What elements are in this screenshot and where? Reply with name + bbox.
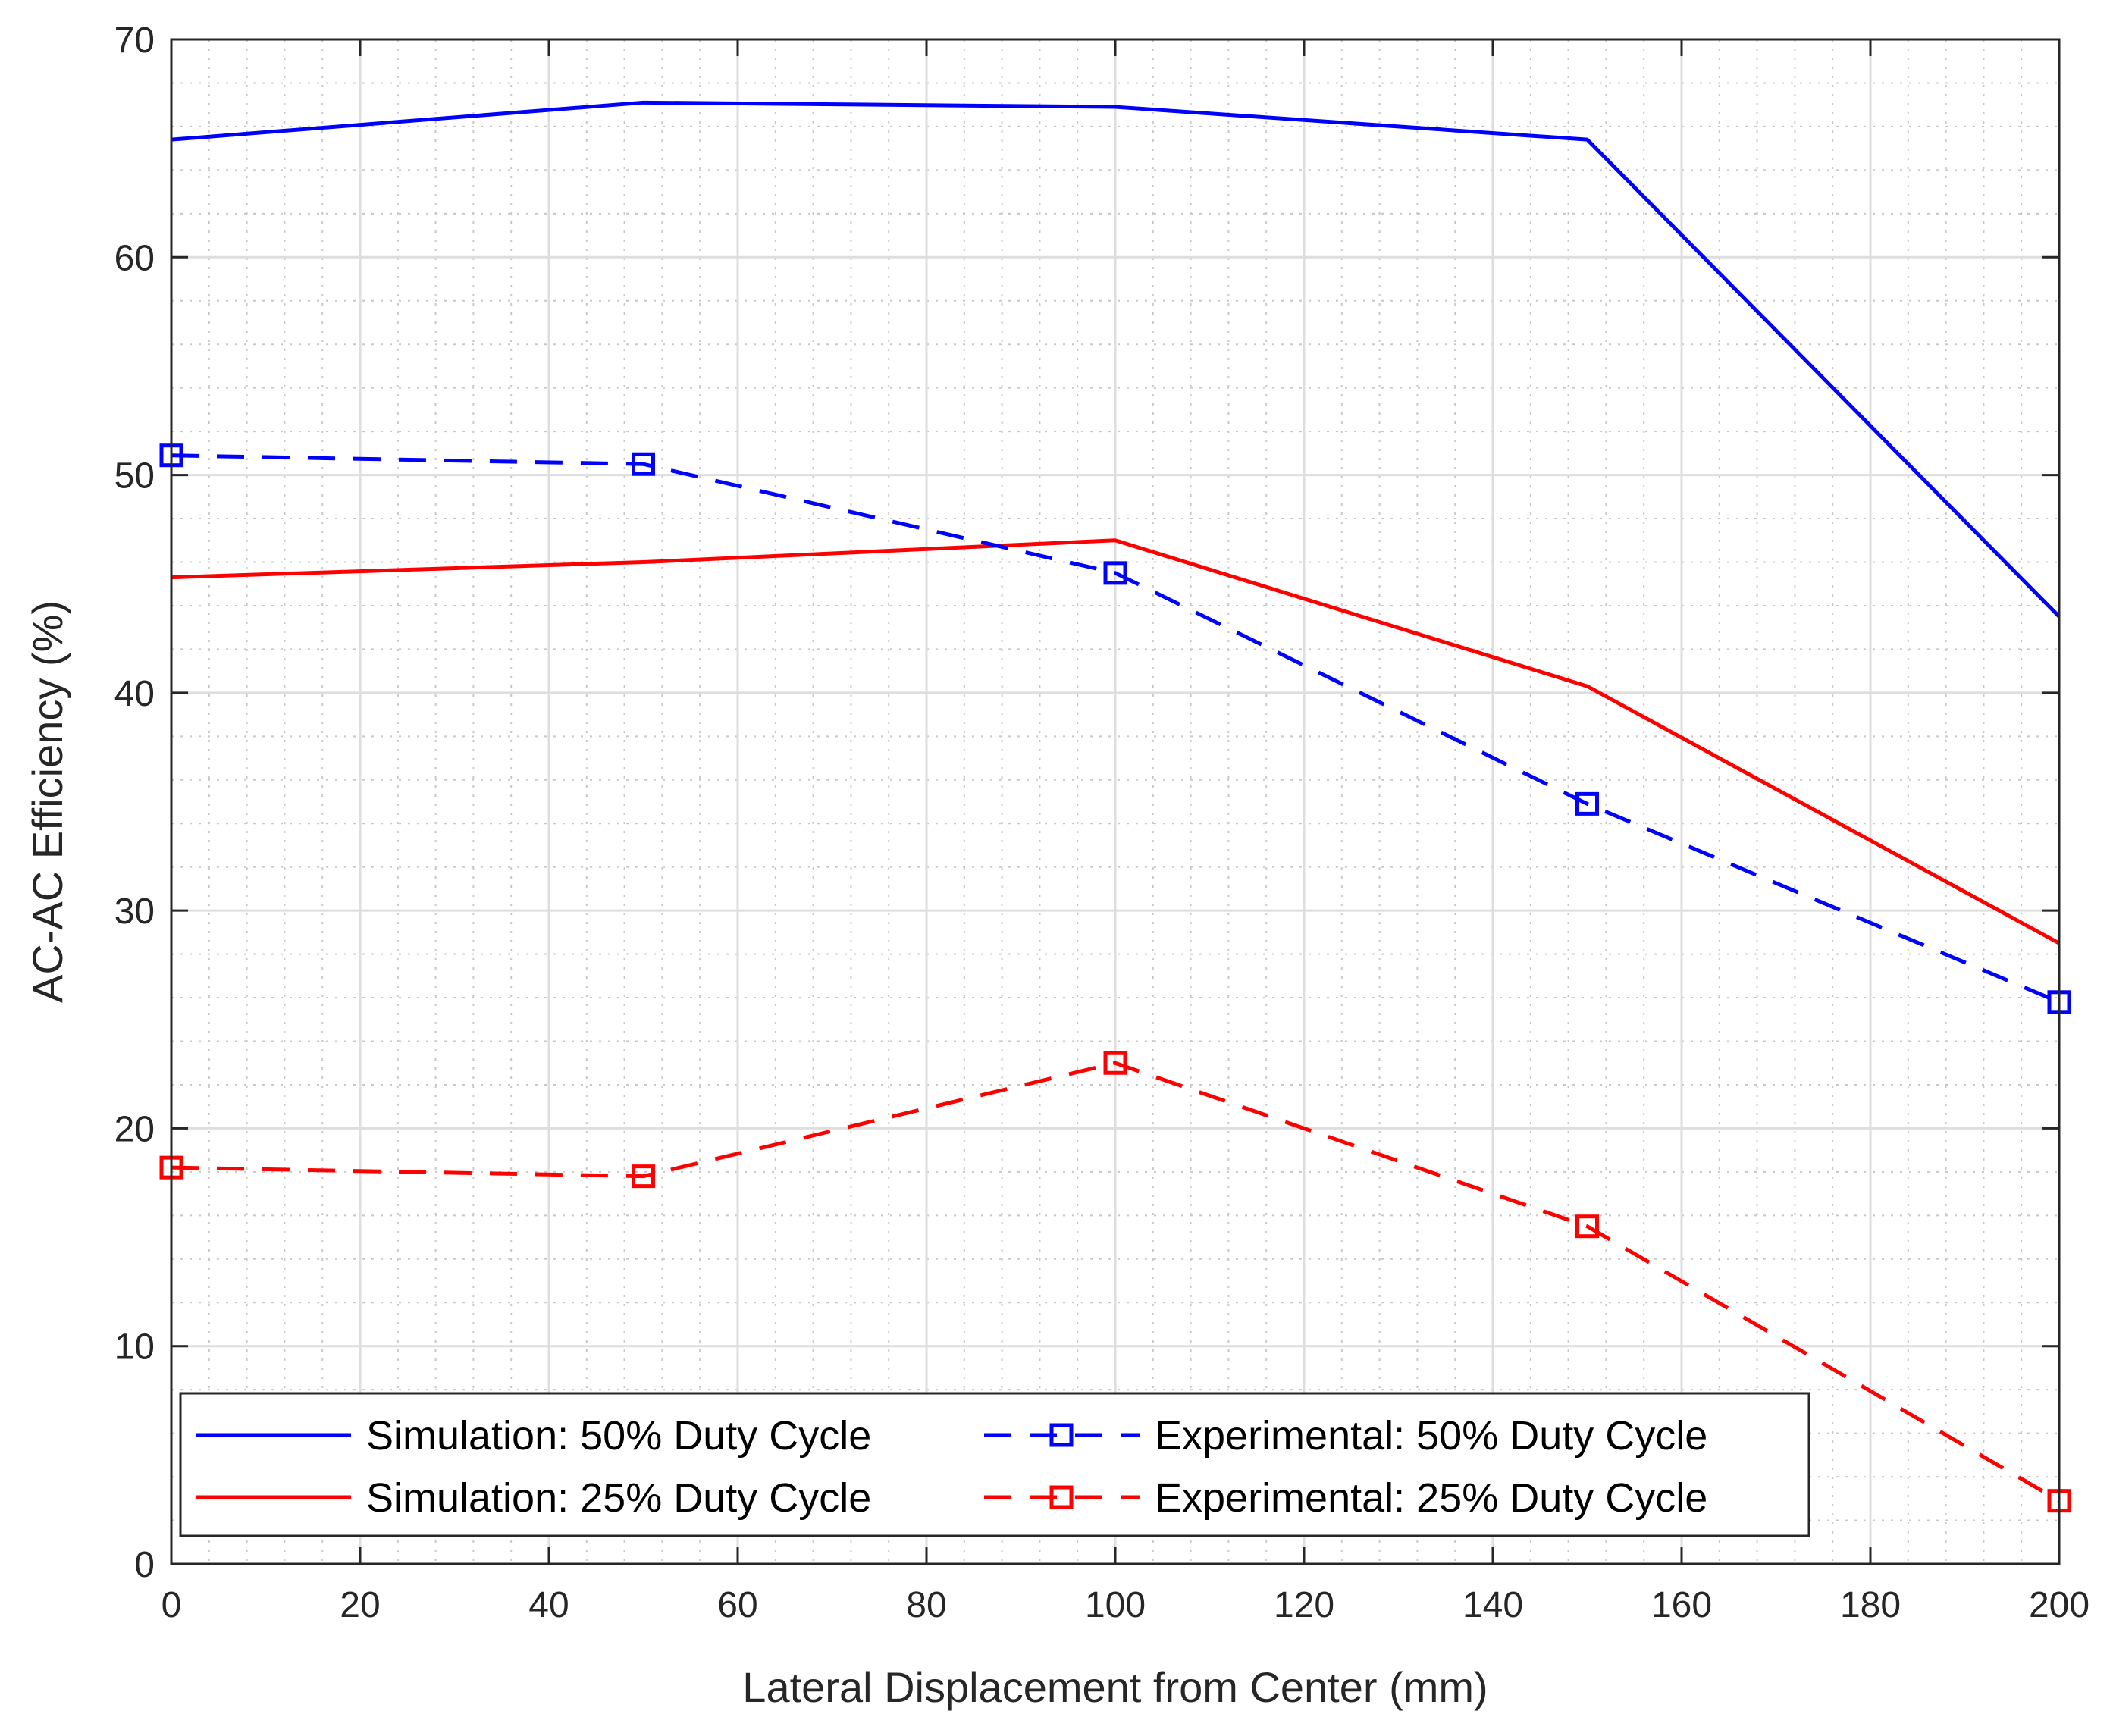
y-tick-label: 0 (134, 1545, 155, 1585)
series-1 (171, 100, 2061, 619)
x-tick-label: 0 (161, 1585, 182, 1625)
series-3 (159, 443, 2071, 1014)
series-4 (159, 1051, 2071, 1513)
series-line-2 (171, 538, 2061, 945)
legend-box (179, 1392, 1810, 1537)
y-tick-label: 70 (114, 20, 155, 61)
series-line-3 (171, 453, 2060, 1004)
x-tick-label: 100 (1085, 1585, 1146, 1625)
x-tick-label: 160 (1651, 1585, 1712, 1625)
x-tick-label: 60 (717, 1585, 757, 1625)
ticks-layer: 0 20 40 60 80 100 120 140 160 180 200 0 10 20 30 40 50 60… (114, 20, 2089, 1625)
y-tick-label: 50 (114, 456, 155, 497)
legend-item-2: Simulation: 25% Duty Cycle (196, 1475, 871, 1521)
data-point-marker (1575, 1214, 1599, 1239)
data-point-marker (1103, 561, 1127, 585)
legend-label: Experimental: 25% Duty Cycle (1155, 1475, 1707, 1521)
x-tick-label: 180 (1840, 1585, 1901, 1625)
x-tick-label: 40 (528, 1585, 569, 1625)
legend-label: Experimental: 50% Duty Cycle (1155, 1413, 1707, 1459)
x-tick-label: 120 (1274, 1585, 1334, 1625)
legend-item-1: Simulation: 50% Duty Cycle (196, 1413, 871, 1459)
y-tick-label: 20 (114, 1109, 155, 1149)
y-axis-title: AC-AC Efficiency (%) (24, 600, 71, 1003)
x-tick-label: 200 (2029, 1585, 2089, 1625)
series-2 (171, 538, 2061, 945)
legend-swatch-marker (1049, 1423, 1074, 1447)
series-layer (159, 100, 2071, 1513)
y-tick-label: 10 (114, 1327, 155, 1368)
y-tick-label: 60 (114, 238, 155, 278)
x-axis-title: Lateral Displacement from Center (mm) (742, 1663, 1488, 1711)
legend-items: Simulation: 50% Duty Cycle Experimental: … (196, 1413, 1707, 1521)
legend: Simulation: 50% Duty Cycle Experimental: … (179, 1392, 1810, 1537)
series-line-4 (171, 1061, 2061, 1503)
legend-label: Simulation: 25% Duty Cycle (366, 1475, 871, 1521)
legend-label: Simulation: 50% Duty Cycle (366, 1413, 871, 1459)
legend-item-3: Experimental: 50% Duty Cycle (984, 1413, 1707, 1459)
data-point-marker (1575, 791, 1599, 816)
x-tick-label: 20 (340, 1585, 380, 1625)
legend-item-4: Experimental: 25% Duty Cycle (984, 1475, 1707, 1521)
y-tick-label: 30 (114, 892, 155, 932)
y-tick-label: 40 (114, 674, 155, 714)
legend-swatch-marker (1049, 1485, 1074, 1509)
series-line-1 (171, 100, 2061, 619)
data-point-marker (1103, 1051, 1127, 1075)
data-point-marker (632, 452, 655, 476)
x-tick-label: 140 (1462, 1585, 1523, 1625)
x-tick-label: 80 (906, 1585, 946, 1625)
data-point-marker (632, 1164, 655, 1189)
